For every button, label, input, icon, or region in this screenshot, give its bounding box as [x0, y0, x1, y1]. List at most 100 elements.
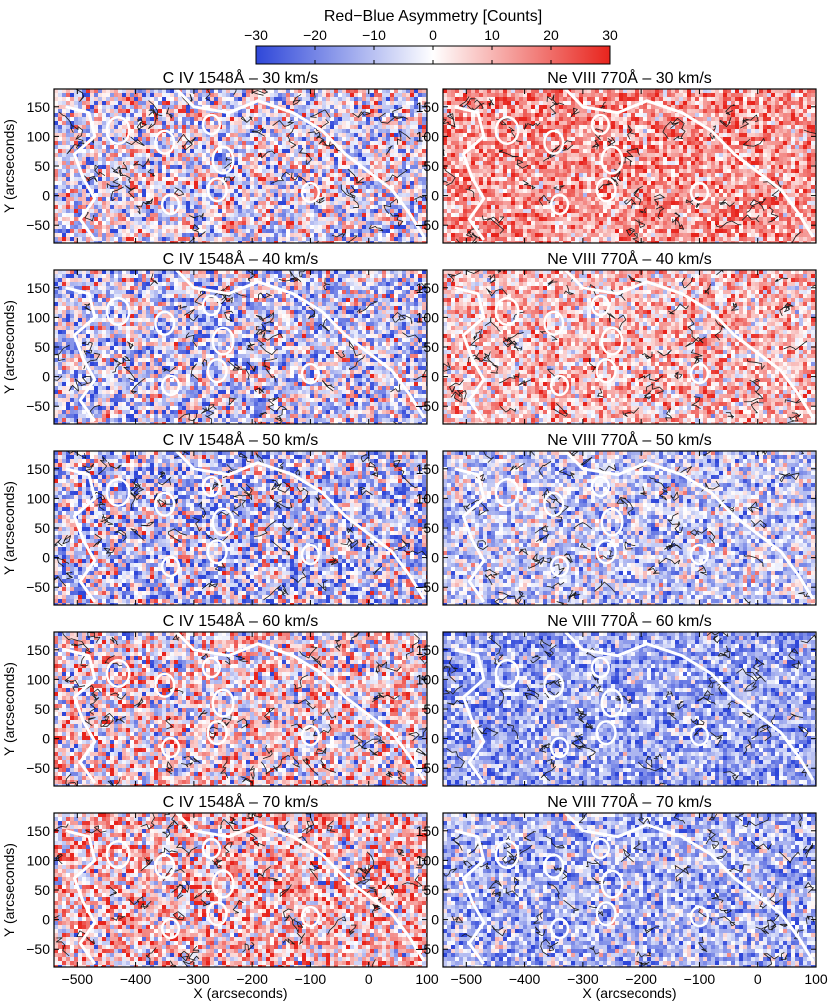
heatmap-cell	[130, 117, 134, 121]
heatmap-cell	[210, 217, 214, 221]
heatmap-cell	[218, 229, 222, 233]
heatmap-cell	[398, 181, 402, 185]
heatmap-cell	[715, 121, 719, 125]
heatmap-cell	[70, 241, 74, 243]
heatmap-cell	[162, 233, 166, 237]
heatmap-cell	[422, 165, 426, 169]
heatmap-cell	[122, 153, 126, 157]
heatmap-cell	[635, 113, 639, 117]
heatmap-cell	[198, 225, 202, 229]
heatmap-cell	[723, 93, 727, 97]
heatmap-cell	[258, 125, 262, 129]
heatmap-cell	[278, 137, 282, 141]
heatmap-cell	[106, 89, 110, 93]
heatmap-cell	[202, 177, 206, 181]
heatmap-cell	[467, 121, 471, 125]
heatmap-cell	[302, 225, 306, 229]
heatmap-cell	[559, 105, 563, 109]
heatmap-cell	[98, 157, 102, 161]
heatmap-cell	[338, 89, 342, 93]
heatmap-cell	[154, 193, 158, 197]
heatmap-cell	[543, 89, 547, 93]
heatmap-cell	[342, 109, 346, 113]
heatmap-cell	[394, 149, 398, 153]
heatmap-cell	[266, 137, 270, 141]
heatmap-cell	[799, 129, 803, 133]
heatmap-cell	[118, 217, 122, 221]
heatmap-cell	[274, 141, 278, 145]
heatmap-cell	[142, 161, 146, 165]
heatmap-cell	[142, 137, 146, 141]
heatmap-cell	[138, 125, 142, 129]
heatmap-cell	[186, 213, 190, 217]
heatmap-cell	[158, 201, 162, 205]
heatmap-cell	[366, 101, 370, 105]
heatmap-cell	[226, 109, 230, 113]
heatmap-cell	[82, 125, 86, 129]
heatmap-cell	[86, 189, 90, 193]
heatmap-cell	[346, 137, 350, 141]
heatmap-cell	[274, 97, 278, 101]
heatmap-cell	[274, 221, 278, 225]
heatmap-cell	[751, 133, 755, 137]
heatmap-cell	[154, 165, 158, 169]
heatmap-cell	[58, 185, 62, 189]
heatmap-cell	[294, 229, 298, 233]
heatmap-cell	[170, 165, 174, 169]
heatmap-cell	[90, 237, 94, 241]
heatmap-cell	[539, 129, 543, 133]
heatmap-cell	[246, 181, 250, 185]
heatmap-cell	[278, 193, 282, 197]
heatmap-cell	[222, 161, 226, 165]
heatmap-cell	[174, 193, 178, 197]
heatmap-cell	[290, 161, 294, 165]
heatmap-cell	[74, 229, 78, 233]
heatmap-cell	[418, 145, 422, 149]
heatmap-cell	[635, 93, 639, 97]
heatmap-cell	[98, 217, 102, 221]
heatmap-cell	[402, 161, 406, 165]
heatmap-cell	[98, 153, 102, 157]
heatmap-cell	[354, 237, 358, 241]
heatmap-cell	[326, 93, 330, 97]
heatmap-cell	[715, 93, 719, 97]
heatmap-cell	[98, 213, 102, 217]
heatmap-cell	[418, 193, 422, 197]
heatmap-cell	[230, 229, 234, 233]
heatmap-cell	[719, 89, 723, 93]
heatmap-cell	[234, 161, 238, 165]
heatmap-cell	[222, 241, 226, 243]
heatmap-cell	[226, 125, 230, 129]
heatmap-cell	[382, 177, 386, 181]
heatmap-cell	[382, 169, 386, 173]
heatmap-cell	[274, 113, 278, 117]
heatmap-cell	[274, 125, 278, 129]
heatmap-cell	[390, 185, 394, 189]
heatmap-cell	[374, 193, 378, 197]
heatmap-cell	[763, 97, 767, 101]
heatmap-cell	[623, 89, 627, 93]
heatmap-cell	[591, 109, 595, 113]
heatmap-cell	[422, 213, 426, 217]
heatmap-cell	[342, 229, 346, 233]
heatmap-cell	[162, 213, 166, 217]
heatmap-cell	[751, 121, 755, 125]
heatmap-cell	[250, 121, 254, 125]
heatmap-cell	[70, 177, 74, 181]
heatmap-cell	[667, 89, 671, 93]
heatmap-cell	[559, 97, 563, 101]
heatmap-cell	[106, 145, 110, 149]
heatmap-cell	[735, 101, 739, 105]
heatmap-cell	[230, 133, 234, 137]
heatmap-cell	[479, 105, 483, 109]
heatmap-cell	[615, 117, 619, 121]
heatmap-cell	[66, 141, 70, 145]
heatmap-cell	[418, 237, 422, 241]
heatmap-cell	[338, 129, 342, 133]
heatmap-cell	[382, 149, 386, 153]
heatmap-cell	[611, 105, 615, 109]
heatmap-cell	[214, 89, 218, 93]
heatmap-cell	[567, 105, 571, 109]
heatmap-cell	[306, 241, 310, 243]
heatmap-cell	[334, 121, 338, 125]
